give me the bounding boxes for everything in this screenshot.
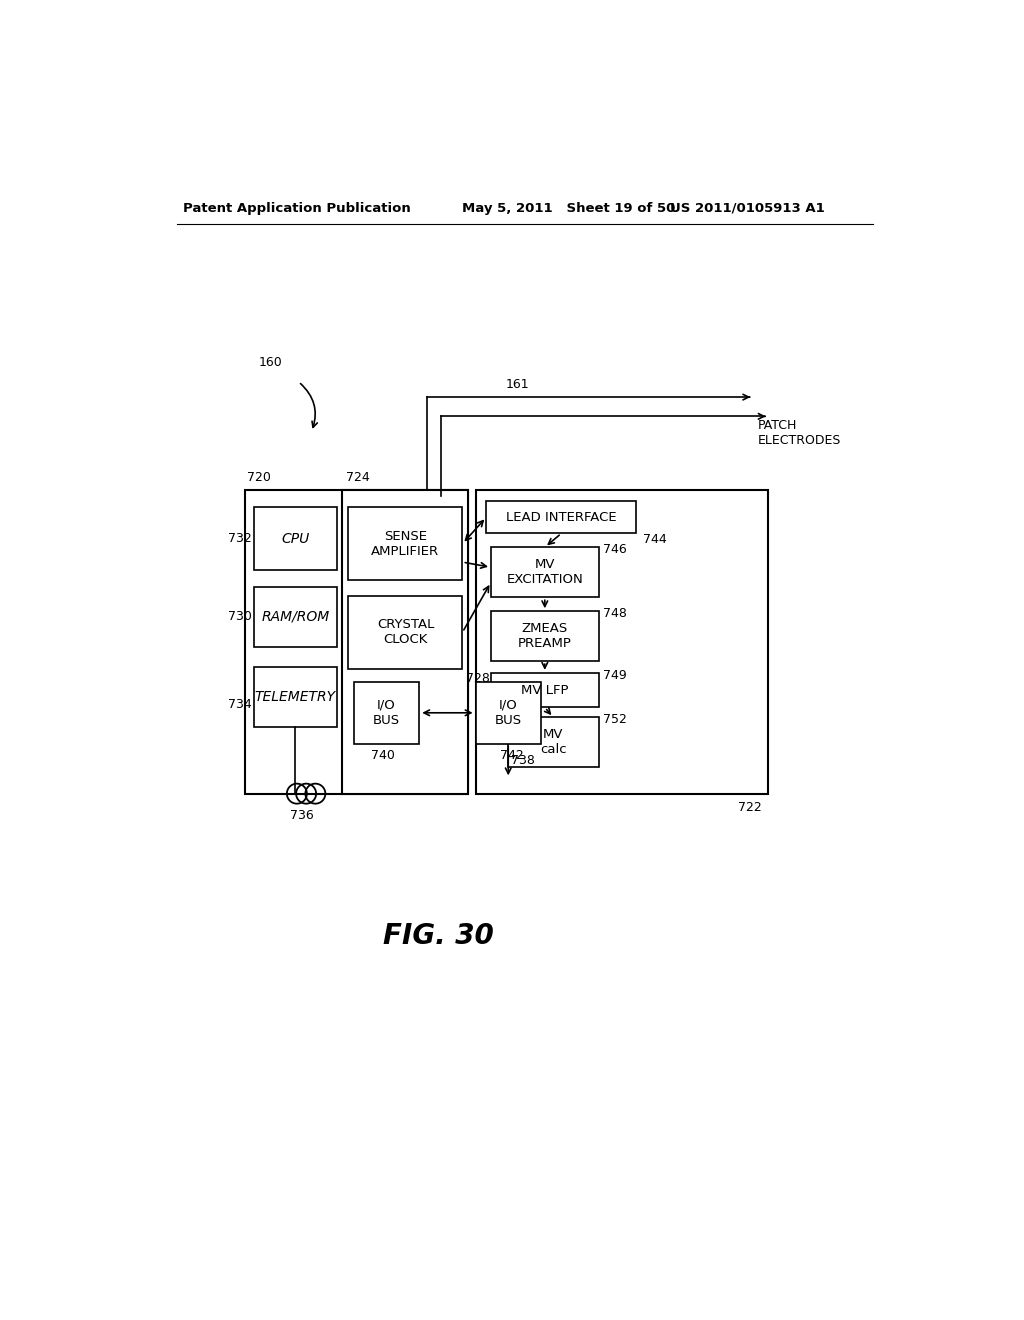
Bar xyxy=(475,490,768,793)
Bar xyxy=(342,490,468,793)
Bar xyxy=(348,595,463,669)
Text: 722: 722 xyxy=(738,801,762,814)
Text: SENSE
AMPLIFIER: SENSE AMPLIFIER xyxy=(372,529,439,558)
Text: 724: 724 xyxy=(346,471,370,483)
Bar xyxy=(475,682,541,743)
Bar xyxy=(490,548,599,597)
Text: 736: 736 xyxy=(291,809,314,822)
Text: MV LFP: MV LFP xyxy=(521,684,568,697)
Text: US 2011/0105913 A1: US 2011/0105913 A1 xyxy=(670,202,824,215)
Text: 742: 742 xyxy=(500,750,524,763)
Text: 740: 740 xyxy=(371,750,394,763)
Text: 161: 161 xyxy=(506,379,529,391)
Text: LEAD INTERFACE: LEAD INTERFACE xyxy=(506,511,616,524)
Text: Patent Application Publication: Patent Application Publication xyxy=(183,202,411,215)
Text: MV
calc: MV calc xyxy=(540,729,566,756)
Bar xyxy=(245,490,468,793)
Text: May 5, 2011   Sheet 19 of 50: May 5, 2011 Sheet 19 of 50 xyxy=(462,202,675,215)
Text: I/O
BUS: I/O BUS xyxy=(495,698,522,727)
Bar xyxy=(348,507,463,581)
Text: 744: 744 xyxy=(643,533,667,546)
Text: 738: 738 xyxy=(511,754,536,767)
Text: PATCH
ELECTRODES: PATCH ELECTRODES xyxy=(758,418,842,446)
Text: 720: 720 xyxy=(247,471,270,483)
Bar xyxy=(508,718,599,767)
Text: RAM/ROM: RAM/ROM xyxy=(261,610,330,623)
Bar xyxy=(490,673,599,708)
Text: 749: 749 xyxy=(602,668,627,681)
Text: TELEMETRY: TELEMETRY xyxy=(255,689,336,704)
Text: I/O
BUS: I/O BUS xyxy=(373,698,400,727)
Text: FIG. 30: FIG. 30 xyxy=(383,923,494,950)
Text: 732: 732 xyxy=(227,532,252,545)
Text: 746: 746 xyxy=(602,543,627,556)
Bar xyxy=(354,682,419,743)
Bar xyxy=(486,502,637,533)
Text: 728: 728 xyxy=(466,672,490,685)
Text: CRYSTAL
CLOCK: CRYSTAL CLOCK xyxy=(377,618,434,647)
Bar xyxy=(254,507,337,570)
Bar xyxy=(254,586,337,647)
Text: 734: 734 xyxy=(227,698,252,711)
Text: 748: 748 xyxy=(602,607,627,620)
Text: ZMEAS
PREAMP: ZMEAS PREAMP xyxy=(518,622,571,651)
Text: MV
EXCITATION: MV EXCITATION xyxy=(507,558,584,586)
Text: CPU: CPU xyxy=(282,532,309,545)
Bar xyxy=(254,667,337,726)
Text: 752: 752 xyxy=(602,713,627,726)
Text: 730: 730 xyxy=(227,610,252,623)
Bar xyxy=(490,611,599,661)
Text: 160: 160 xyxy=(259,356,283,370)
